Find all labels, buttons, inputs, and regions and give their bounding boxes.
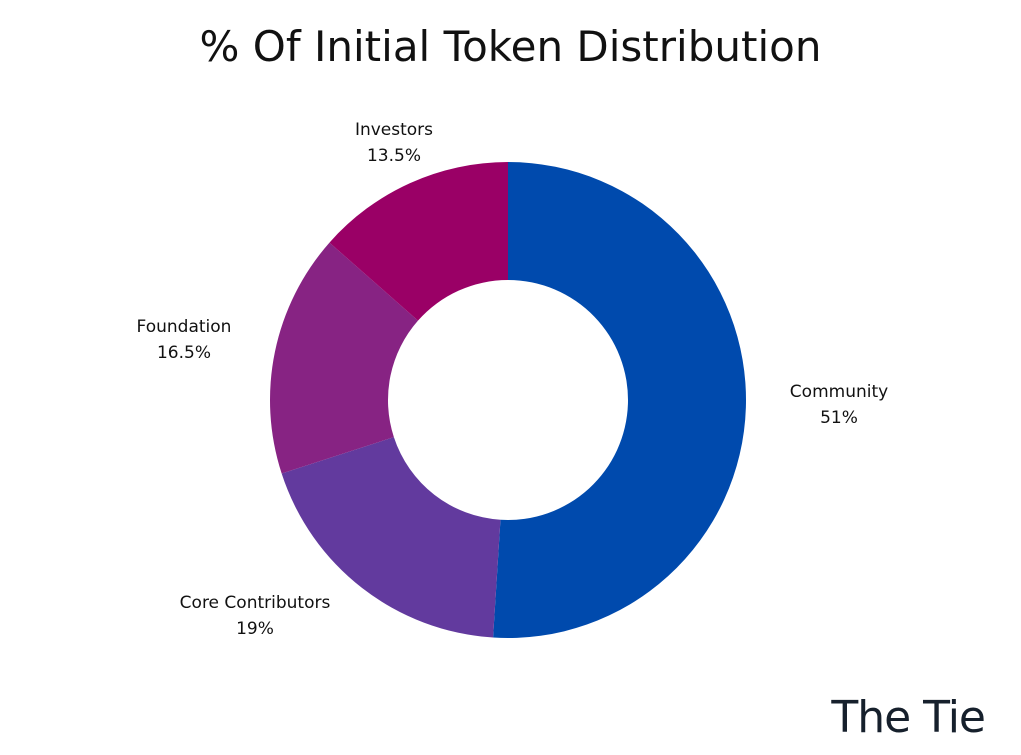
pie-slice-investors (329, 162, 508, 321)
slice-value-label: 51% (820, 408, 858, 428)
slice-value-label: 16.5% (157, 343, 211, 363)
slice-label: Investors (355, 120, 433, 140)
slice-value-label: 13.5% (367, 146, 421, 166)
pie-slice-foundation (270, 242, 418, 474)
brand-logo: The Tie (831, 692, 986, 743)
slice-label: Foundation (137, 317, 232, 337)
slice-label: Core Contributors (180, 593, 331, 613)
pie-slice-community (493, 162, 747, 638)
slice-value-label: 19% (236, 619, 274, 639)
pie-slice-core-contributors (281, 437, 501, 638)
chart-title: % Of Initial Token Distribution (199, 22, 822, 71)
slice-label: Community (790, 382, 888, 402)
